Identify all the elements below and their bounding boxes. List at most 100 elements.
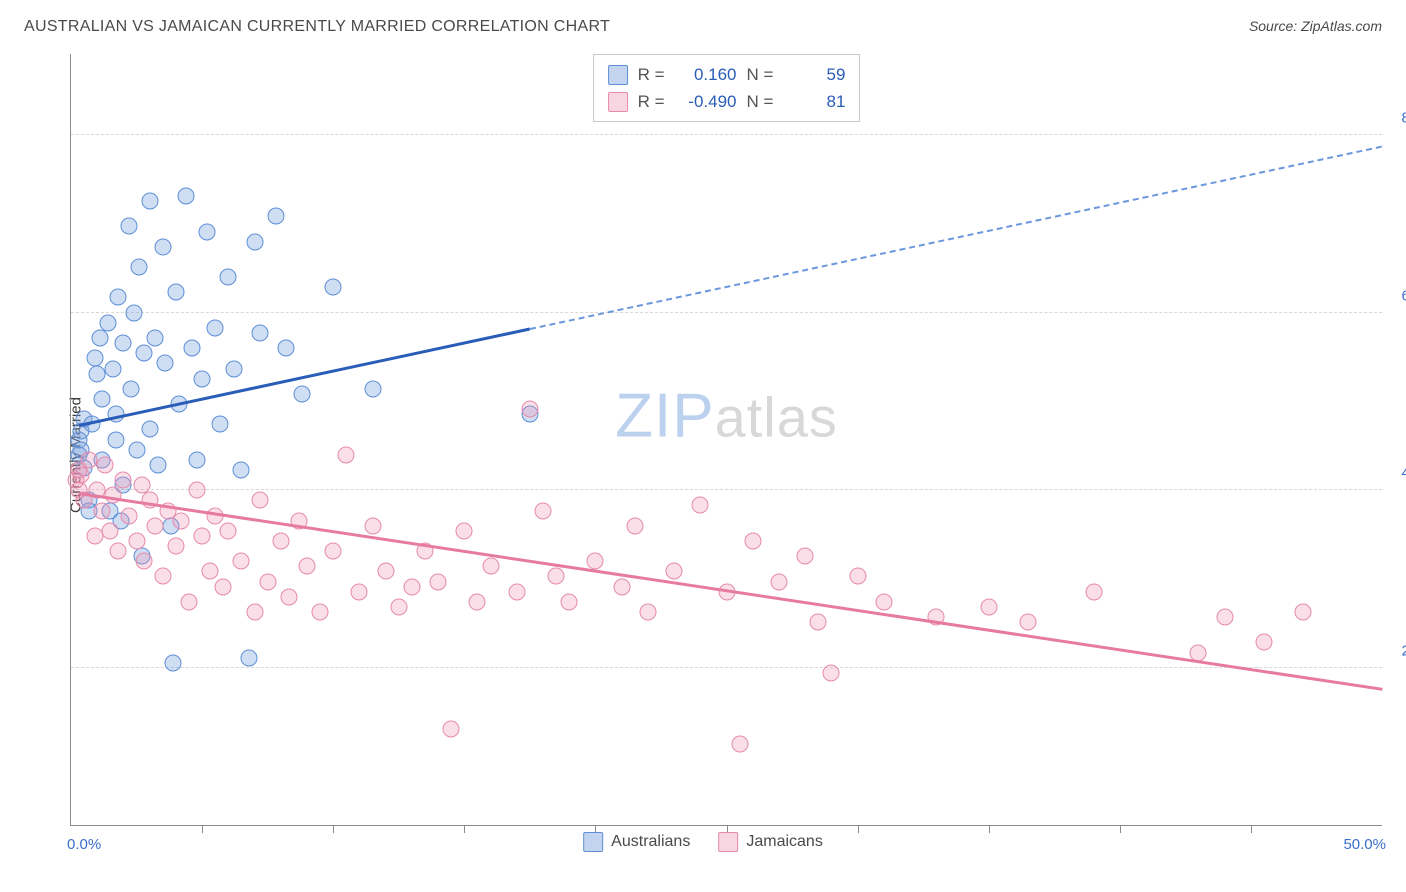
scatter-point-australians [246,233,263,250]
watermark: ZIPatlas [615,381,838,452]
scatter-point-australians [220,269,237,286]
scatter-point-jamaicans [73,467,90,484]
y-tick-label: 62.5% [1388,287,1406,304]
watermark-right: atlas [715,386,838,449]
r-value: 0.160 [675,61,737,88]
swatch-icon [608,92,628,112]
scatter-point-jamaicans [1020,614,1037,631]
swatch-icon [608,65,628,85]
x-axis-min-label: 0.0% [67,836,101,853]
scatter-point-jamaicans [482,558,499,575]
scatter-point-jamaicans [136,553,153,570]
scatter-point-jamaicans [1295,603,1312,620]
scatter-point-jamaicans [233,553,250,570]
scatter-point-jamaicans [102,522,119,539]
scatter-point-australians [89,365,106,382]
scatter-point-jamaicans [167,538,184,555]
stats-row-jamaicans: R = -0.490 N = 81 [608,88,846,115]
stats-legend: R = 0.160 N = 59 R = -0.490 N = 81 [593,54,861,122]
scatter-point-jamaicans [1216,609,1233,626]
scatter-point-jamaicans [194,527,211,544]
scatter-point-jamaicans [430,573,447,590]
scatter-point-jamaicans [744,532,761,549]
trendline-jamaicans [79,492,1383,691]
scatter-point-australians [325,279,342,296]
r-label: R = [638,88,665,115]
scatter-point-jamaicans [810,614,827,631]
scatter-point-australians [233,461,250,478]
scatter-point-jamaicans [508,583,525,600]
plot-area: ZIPatlas R = 0.160 N = 59 R = -0.490 N =… [70,54,1382,826]
trendline-australians-extrapolated [530,145,1383,329]
scatter-point-jamaicans [770,573,787,590]
scatter-point-australians [128,441,145,458]
scatter-point-australians [188,451,205,468]
scatter-point-australians [267,208,284,225]
x-tick [1120,825,1121,833]
scatter-point-australians [225,360,242,377]
scatter-point-australians [94,390,111,407]
scatter-point-jamaicans [180,593,197,610]
scatter-point-jamaicans [692,497,709,514]
n-value: 81 [783,88,845,115]
r-label: R = [638,61,665,88]
legend-label: Australians [611,833,690,851]
x-tick [989,825,990,833]
scatter-point-australians [115,335,132,352]
scatter-point-jamaicans [251,492,268,509]
swatch-icon [583,832,603,852]
y-tick-label: 80.0% [1388,110,1406,127]
scatter-point-australians [91,330,108,347]
watermark-left: ZIP [615,382,714,451]
scatter-point-australians [251,324,268,341]
scatter-point-jamaicans [188,482,205,499]
scatter-point-jamaicans [115,472,132,489]
scatter-point-jamaicans [146,517,163,534]
y-tick-label: 27.5% [1388,642,1406,659]
scatter-point-australians [110,289,127,306]
bottom-legend: Australians Jamaicans [583,832,823,852]
scatter-point-australians [141,193,158,210]
scatter-point-jamaicans [980,598,997,615]
scatter-point-australians [364,380,381,397]
scatter-point-jamaicans [390,598,407,615]
scatter-point-jamaicans [94,502,111,519]
scatter-point-jamaicans [351,583,368,600]
scatter-point-jamaicans [613,578,630,595]
scatter-point-australians [107,431,124,448]
scatter-point-australians [120,218,137,235]
legend-item-jamaicans: Jamaicans [718,832,822,852]
scatter-point-australians [178,188,195,205]
x-tick [202,825,203,833]
scatter-point-jamaicans [548,568,565,585]
scatter-point-jamaicans [312,603,329,620]
swatch-icon [718,832,738,852]
scatter-point-jamaicans [587,553,604,570]
scatter-point-jamaicans [338,446,355,463]
scatter-point-jamaicans [154,568,171,585]
scatter-point-australians [104,360,121,377]
scatter-point-jamaicans [521,401,538,418]
scatter-point-australians [241,649,258,666]
x-tick [858,825,859,833]
scatter-point-jamaicans [201,563,218,580]
x-tick [464,825,465,833]
scatter-point-jamaicans [666,563,683,580]
scatter-point-australians [278,340,295,357]
chart-container: Currently Married ZIPatlas R = 0.160 N =… [24,54,1382,856]
scatter-point-jamaicans [259,573,276,590]
scatter-point-jamaicans [86,527,103,544]
scatter-point-jamaicans [97,456,114,473]
legend-item-australians: Australians [583,832,690,852]
scatter-point-jamaicans [875,593,892,610]
scatter-point-jamaicans [325,543,342,560]
source-label: Source: ZipAtlas.com [1249,18,1382,34]
gridline [71,134,1382,135]
scatter-point-australians [149,456,166,473]
scatter-point-jamaicans [298,558,315,575]
scatter-point-jamaicans [561,593,578,610]
n-value: 59 [783,61,845,88]
legend-label: Jamaicans [746,833,822,851]
scatter-point-australians [194,370,211,387]
scatter-point-jamaicans [534,502,551,519]
